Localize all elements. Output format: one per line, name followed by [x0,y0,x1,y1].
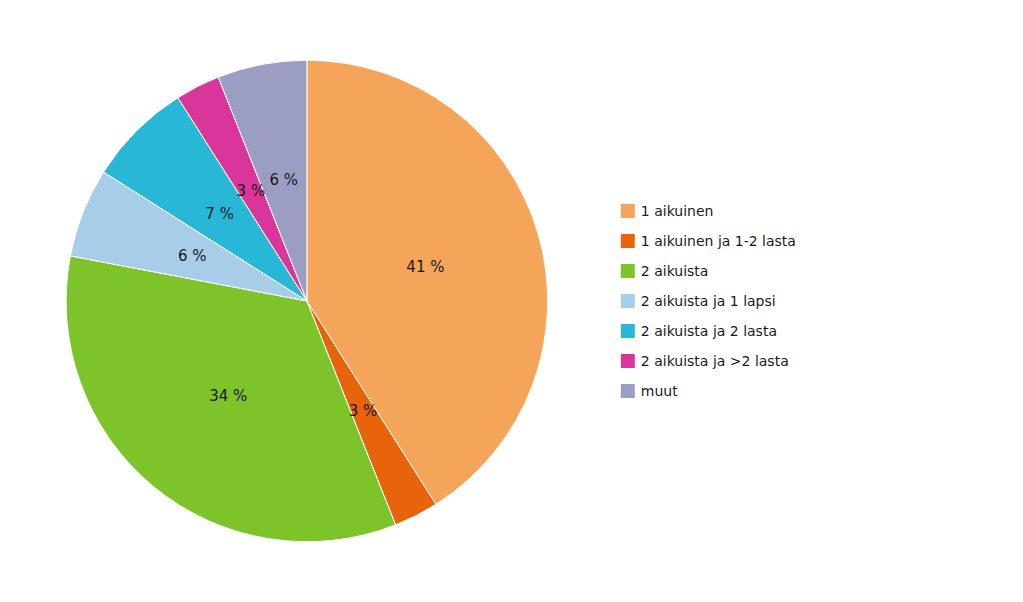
svg-text:1 aikuinen ja 1-2 lasta: 1 aikuinen ja 1-2 lasta [641,233,796,249]
svg-text:6 %: 6 % [269,171,298,189]
svg-text:34 %: 34 % [209,387,247,405]
svg-text:41 %: 41 % [406,258,444,276]
svg-text:muut: muut [641,383,678,399]
svg-text:2 aikuista ja 2 lasta: 2 aikuista ja 2 lasta [641,323,777,339]
svg-text:2 aikuista ja 1 lapsi: 2 aikuista ja 1 lapsi [641,293,776,309]
svg-text:1 aikuinen: 1 aikuinen [641,203,714,219]
svg-text:2 aikuista: 2 aikuista [641,263,709,279]
svg-text:6 %: 6 % [178,247,207,265]
svg-text:3 %: 3 % [349,402,378,420]
svg-text:3 %: 3 % [237,182,266,200]
svg-text:7 %: 7 % [205,205,234,223]
svg-text:2 aikuista ja >2 lasta: 2 aikuista ja >2 lasta [641,353,789,369]
